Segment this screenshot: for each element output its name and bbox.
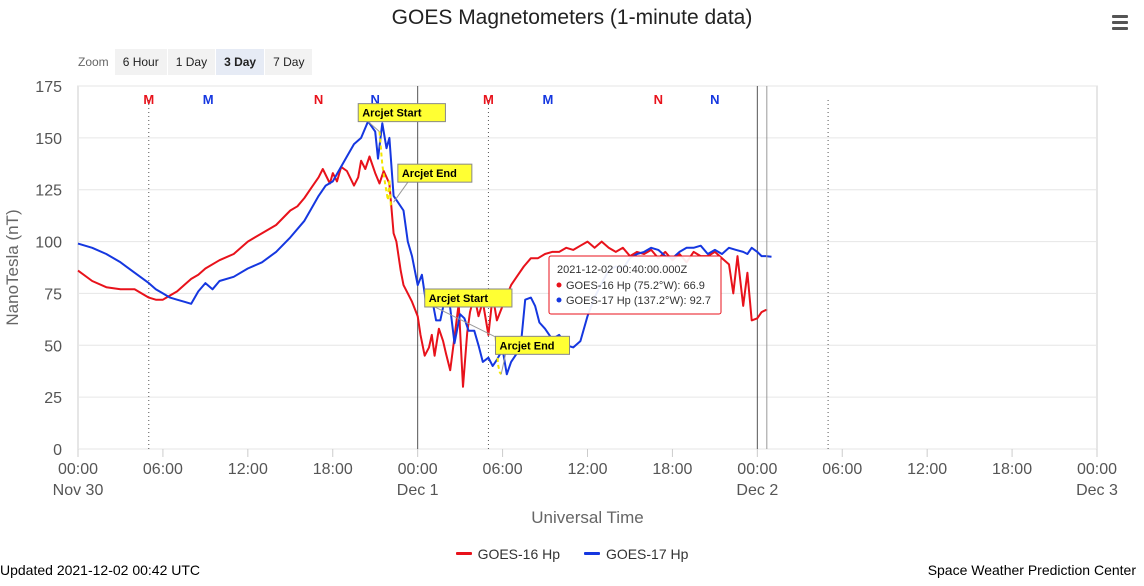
x-tick-label: 12:00 bbox=[567, 461, 607, 478]
credit-text: Space Weather Prediction Center bbox=[927, 562, 1136, 578]
x-tick-date-label: Dec 3 bbox=[1076, 482, 1118, 499]
zoom-controls: Zoom 6 Hour 1 Day 3 Day 7 Day bbox=[78, 49, 313, 75]
arcjet-flag-pole bbox=[367, 121, 380, 133]
satellite-marker-label: M bbox=[542, 92, 553, 107]
x-tick-label: 12:00 bbox=[907, 461, 947, 478]
arcjet-flag-label: Arcjet Start bbox=[429, 293, 489, 305]
tooltip-row: GOES-17 Hp (137.2°W): 92.7 bbox=[566, 295, 711, 307]
y-tick-label: 25 bbox=[44, 390, 62, 407]
arcjet-flag-pole bbox=[500, 354, 506, 375]
satellite-marker-label: M bbox=[143, 92, 154, 107]
tooltip-row: GOES-16 Hp (75.2°W): 66.9 bbox=[566, 280, 705, 292]
arcjet-flag-pole bbox=[393, 181, 409, 203]
zoom-7-day-button[interactable]: 7 Day bbox=[265, 49, 313, 75]
tooltip-bullet bbox=[556, 297, 562, 303]
y-tick-label: 0 bbox=[53, 442, 62, 459]
legend: GOES-16 Hp GOES-17 Hp bbox=[0, 542, 1144, 562]
legend-label-goes17: GOES-17 Hp bbox=[605, 545, 689, 562]
x-tick-label: 12:00 bbox=[228, 461, 268, 478]
legend-swatch-goes17 bbox=[583, 552, 600, 555]
zoom-1-day-button[interactable]: 1 Day bbox=[167, 49, 216, 75]
arcjet-interval-line bbox=[378, 131, 395, 207]
x-tick-label: 00:00 bbox=[398, 461, 438, 478]
x-tick-label: 00:00 bbox=[737, 461, 777, 478]
x-tick-label: 00:00 bbox=[1077, 461, 1117, 478]
x-tick-date-label: Nov 30 bbox=[53, 482, 104, 499]
tooltip-bullet bbox=[556, 282, 562, 288]
y-tick-label: 150 bbox=[35, 131, 62, 148]
zoom-label: Zoom bbox=[78, 55, 109, 69]
satellite-marker-label: M bbox=[203, 92, 214, 107]
y-tick-label: 100 bbox=[35, 235, 62, 252]
tooltip-box bbox=[548, 255, 722, 315]
legend-swatch-goes16 bbox=[455, 552, 472, 555]
satellite-marker-label: N bbox=[314, 92, 323, 107]
arcjet-flag-pole bbox=[434, 306, 496, 338]
x-tick-label: 18:00 bbox=[313, 461, 353, 478]
hamburger-menu-icon[interactable] bbox=[1110, 12, 1130, 34]
satellite-marker-label: N bbox=[371, 92, 380, 107]
y-tick-label: 50 bbox=[44, 338, 62, 355]
updated-timestamp: Updated 2021-12-02 00:42 UTC bbox=[0, 562, 201, 578]
y-tick-label: 175 bbox=[35, 79, 62, 96]
x-tick-label: 18:00 bbox=[992, 461, 1032, 478]
x-axis-title: Universal Time bbox=[531, 508, 643, 527]
x-tick-date-label: Dec 1 bbox=[397, 482, 439, 499]
arcjet-flag[interactable] bbox=[495, 335, 571, 355]
x-tick-label: 06:00 bbox=[822, 461, 862, 478]
zoom-3-day-button[interactable]: 3 Day bbox=[216, 49, 265, 75]
satellite-marker-label: N bbox=[710, 92, 719, 107]
x-tick-label: 00:00 bbox=[58, 461, 98, 478]
x-tick-label: 06:00 bbox=[143, 461, 183, 478]
arcjet-flag-label: Arcjet Start bbox=[362, 108, 422, 120]
y-tick-label: 125 bbox=[35, 183, 62, 200]
zoom-6-hour-button[interactable]: 6 Hour bbox=[114, 49, 167, 75]
arcjet-flag[interactable] bbox=[397, 163, 473, 183]
tooltip-title: 2021-12-02 00:40:00.000Z bbox=[557, 264, 688, 276]
y-tick-label: 75 bbox=[44, 286, 62, 303]
arcjet-flag[interactable] bbox=[424, 288, 513, 308]
y-axis-title: NanoTesla (nT) bbox=[3, 209, 22, 325]
arcjet-flag-label: Arcjet End bbox=[500, 340, 555, 352]
x-tick-label: 18:00 bbox=[652, 461, 692, 478]
satellite-marker-label: M bbox=[483, 92, 494, 107]
series-line-goes17[interactable] bbox=[77, 120, 772, 376]
chart-title: GOES Magnetometers (1-minute data) bbox=[391, 6, 753, 29]
arcjet-flag[interactable] bbox=[357, 103, 446, 123]
legend-item-goes16[interactable]: GOES-16 Hp bbox=[455, 545, 561, 562]
legend-item-goes17[interactable]: GOES-17 Hp bbox=[583, 545, 689, 562]
satellite-marker-label: N bbox=[654, 92, 663, 107]
legend-label-goes16: GOES-16 Hp bbox=[477, 545, 561, 562]
x-tick-date-label: Dec 2 bbox=[736, 482, 778, 499]
x-tick-label: 06:00 bbox=[483, 461, 523, 478]
arcjet-flag-label: Arcjet End bbox=[402, 168, 457, 180]
